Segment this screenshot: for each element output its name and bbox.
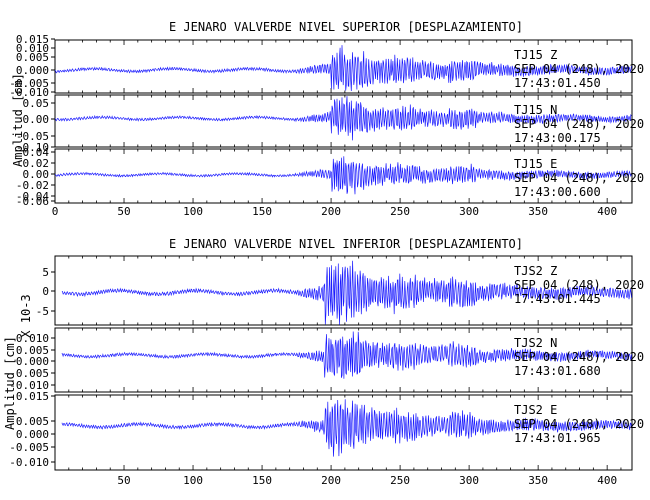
- y-tick-label: 0.015: [16, 33, 49, 46]
- x-tick-label: 150: [252, 205, 272, 218]
- panel-frame: [54, 394, 633, 471]
- y-tick-label: -0.05: [16, 130, 49, 143]
- y-tick-label: -0.015: [9, 390, 49, 403]
- y-tick-label: -0.02: [16, 179, 49, 192]
- y-tick-label: -0.005: [9, 441, 49, 454]
- waveform-line: [54, 96, 632, 141]
- panel-frame: [54, 39, 633, 94]
- trace-info-line: SEP 04 (248), 2020: [514, 171, 644, 185]
- y-tick-label: -5: [36, 305, 49, 318]
- y-tick-label: -0.10: [16, 141, 49, 154]
- x-tick-label: 200: [321, 205, 341, 218]
- trace-info-line: 17:43:01.680: [514, 364, 601, 378]
- bottom-panel-title: E JENARO VALVERDE NIVEL INFERIOR [DESPLA…: [169, 237, 523, 251]
- trace-info-line: SEP 04 (248), 2020: [514, 62, 644, 76]
- x-tick-label: 50: [117, 474, 130, 487]
- x-tick-label: 300: [459, 474, 479, 487]
- x-tick-label: 250: [390, 205, 410, 218]
- bottom-panel-x-axis: 50 100 150 200 250 300 350 400: [117, 474, 617, 487]
- y-tick-label: 0.005: [16, 415, 49, 428]
- y-tick-label: -0.04: [16, 190, 49, 203]
- y-tick-label: 0.010: [16, 332, 49, 345]
- trace-info-line: TJS2 E: [514, 403, 557, 417]
- bottom-panel-scale-label: X 10-3: [19, 294, 33, 337]
- trace-info-line: SEP 04 (248), 2020: [514, 117, 644, 131]
- y-tick-label: -0.010: [9, 456, 49, 469]
- x-tick-label: 250: [390, 474, 410, 487]
- y-tick-label: 0.00: [23, 113, 50, 126]
- trace-info-line: 17:43:01.450: [514, 76, 601, 90]
- trace-info-line: TJ15 Z: [514, 48, 557, 62]
- waveform-line: [61, 399, 632, 457]
- trace-info-line: SEP 04 (248), 2020: [514, 278, 644, 292]
- trace-info-line: TJS2 Z: [514, 264, 557, 278]
- y-tick-label: 0.000: [16, 64, 49, 77]
- x-tick-label: 400: [597, 474, 617, 487]
- trace-info-line: TJ15 E: [514, 157, 557, 171]
- y-tick-label: 5: [42, 266, 49, 279]
- trace-info-line: SEP 04 (248), 2020: [514, 350, 644, 364]
- y-tick-label: -0.010: [9, 379, 49, 392]
- y-tick-label: 0.000: [16, 428, 49, 441]
- x-tick-label: 100: [183, 205, 203, 218]
- panel-frame: [54, 148, 633, 204]
- x-tick-label: 150: [252, 474, 272, 487]
- top-panel-title: E JENARO VALVERDE NIVEL SUPERIOR [DESPLA…: [169, 20, 523, 34]
- y-tick-label: 0.010: [16, 42, 49, 55]
- x-tick-label: 350: [528, 474, 548, 487]
- waveform-line: [54, 45, 632, 92]
- y-tick-label: 0.005: [16, 51, 49, 64]
- y-tick-label: 0.02: [23, 157, 50, 170]
- y-tick-label: -0.005: [9, 367, 49, 380]
- x-tick-label: 200: [321, 474, 341, 487]
- top-panel-x-axis: 0 50 100 150 200 250 300 350 400: [52, 205, 617, 218]
- x-tick-label: 350: [528, 205, 548, 218]
- x-tick-label: 300: [459, 205, 479, 218]
- x-tick-label: 400: [597, 205, 617, 218]
- waveform-line: [61, 331, 632, 379]
- y-tick-label: 0: [42, 285, 49, 298]
- trace-info-line: 17:43:01.445: [514, 292, 601, 306]
- x-tick-label: 100: [183, 474, 203, 487]
- trace-info-line: SEP 04 (248), 2020: [514, 417, 644, 431]
- waveform-line: [61, 260, 632, 325]
- x-tick-label: 50: [117, 205, 130, 218]
- trace-info-line: 17:43:00.600: [514, 185, 601, 199]
- y-tick-label: 0.04: [23, 146, 50, 159]
- y-tick-label: 0.05: [23, 97, 50, 110]
- y-tick-label: 0.00: [23, 168, 50, 181]
- top-panel-y-axis-label: Amplitud [cm]: [11, 73, 25, 167]
- trace-info-line: 17:43:00.175: [514, 131, 601, 145]
- x-tick-label: 0: [52, 205, 59, 218]
- y-tick-label: -0.06: [16, 195, 49, 208]
- trace-info-line: TJ15 N: [514, 103, 557, 117]
- y-tick-label: -0.005: [9, 77, 49, 90]
- trace-info-line: 17:43:01.965: [514, 431, 601, 445]
- y-tick-label: 0.005: [16, 344, 49, 357]
- y-tick-label: 0.000: [16, 355, 49, 368]
- waveform-line: [54, 156, 632, 195]
- bottom-panel-y-axis-label: Amplitud [cm]: [3, 336, 17, 430]
- y-tick-label: -0.010: [9, 86, 49, 99]
- panel-frame: [54, 94, 633, 148]
- panel-frame: [54, 327, 633, 393]
- trace-info-line: TJS2 N: [514, 336, 557, 350]
